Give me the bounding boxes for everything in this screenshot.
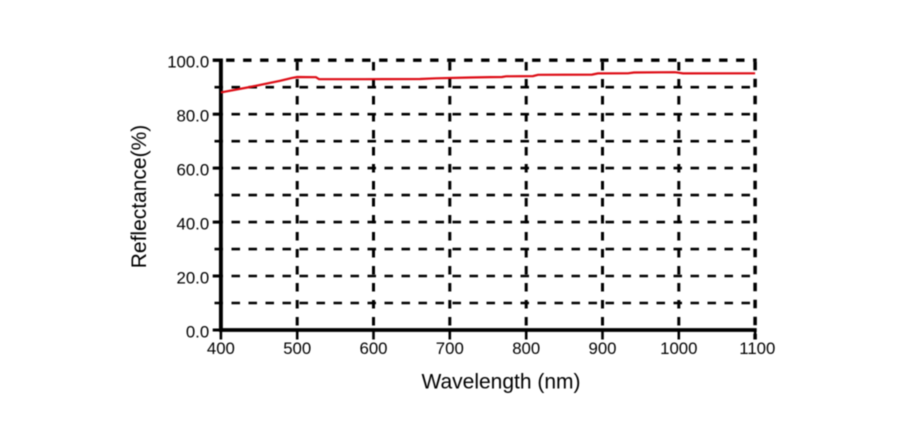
svg-text:400: 400 — [207, 339, 235, 358]
svg-text:1000: 1000 — [660, 339, 697, 358]
svg-text:700: 700 — [436, 339, 464, 358]
svg-text:40.0: 40.0 — [177, 215, 210, 234]
svg-text:60.0: 60.0 — [177, 161, 210, 180]
svg-text:600: 600 — [360, 339, 388, 358]
svg-text:800: 800 — [512, 339, 540, 358]
svg-text:Reflectance(%): Reflectance(%) — [128, 125, 151, 269]
svg-text:0.0: 0.0 — [186, 323, 209, 342]
svg-text:80.0: 80.0 — [177, 107, 210, 126]
svg-text:Wavelength (nm): Wavelength (nm) — [421, 370, 580, 393]
svg-text:100.0: 100.0 — [167, 53, 209, 72]
svg-text:500: 500 — [283, 339, 311, 358]
svg-text:900: 900 — [589, 339, 617, 358]
svg-text:20.0: 20.0 — [177, 269, 210, 288]
svg-text:1100: 1100 — [739, 339, 775, 358]
